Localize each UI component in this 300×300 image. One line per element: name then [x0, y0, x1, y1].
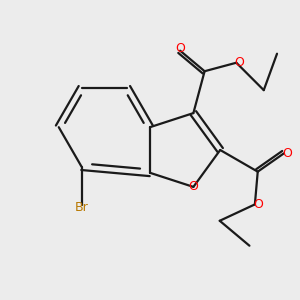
Text: O: O — [282, 147, 292, 160]
Text: O: O — [234, 56, 244, 69]
Text: O: O — [253, 198, 263, 211]
Text: O: O — [188, 180, 198, 194]
Text: Br: Br — [75, 202, 88, 214]
Text: O: O — [175, 42, 185, 55]
